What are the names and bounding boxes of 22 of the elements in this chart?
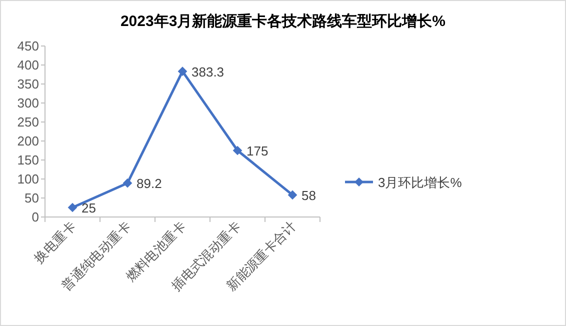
y-tick-label: 50 (24, 190, 39, 206)
data-label: 58 (302, 188, 316, 203)
y-tick-label: 200 (17, 134, 39, 148)
y-tick-label: 400 (17, 58, 39, 72)
legend-label: 3月环比增长% (378, 175, 462, 190)
y-tick-label: 150 (17, 152, 39, 168)
y-tick-label: 250 (17, 114, 39, 130)
data-label: 89.2 (136, 176, 162, 192)
y-tick-label: 350 (17, 76, 39, 92)
data-label: 175 (246, 144, 268, 158)
point (122, 178, 132, 188)
y-tick-label: 100 (17, 172, 39, 186)
y-tick-label: 300 (17, 96, 39, 110)
y-tick-label: 0 (32, 210, 39, 224)
point (232, 146, 242, 156)
point (288, 190, 298, 200)
y-tick-label: 450 (17, 38, 39, 54)
data-label: 383.3 (192, 64, 224, 80)
point (178, 66, 188, 76)
data-label: 25 (82, 200, 96, 216)
point (68, 202, 78, 212)
chart-title: 2023年3月新能源重卡各技术路线车型环比增长% (120, 12, 446, 30)
